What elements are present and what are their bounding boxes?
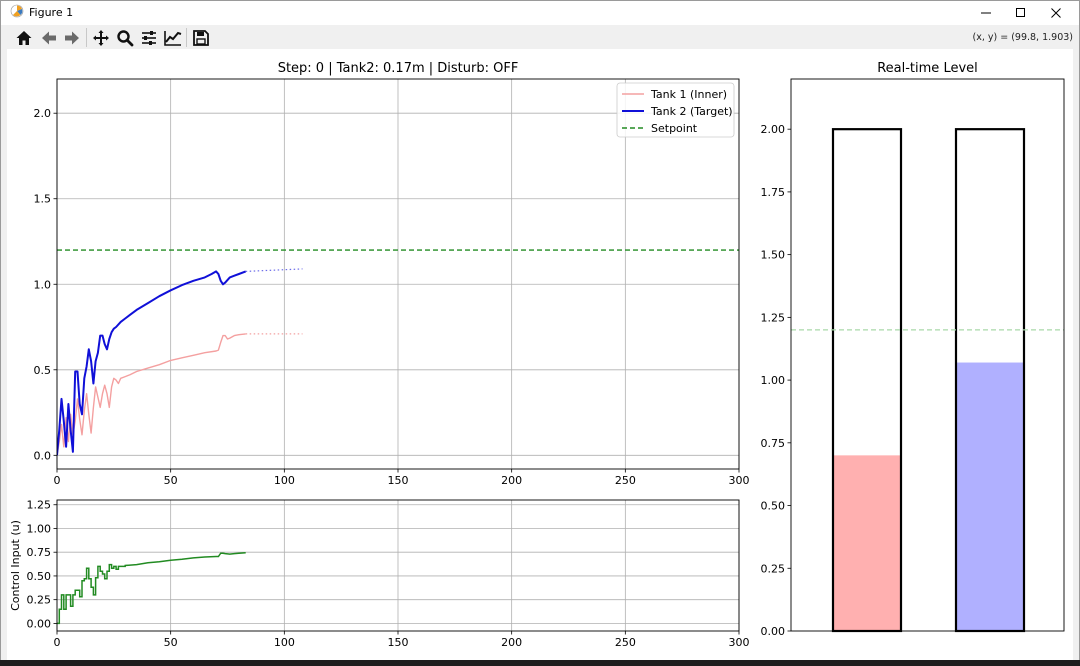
level-chart-ytick-label: 0.50 (761, 500, 786, 513)
control-chart-ytick-label: 0.50 (27, 570, 52, 583)
level-chart-title: Real-time Level (877, 61, 978, 76)
navigation-toolbar: (x, y) = (99.8, 1.903) (1, 25, 1079, 49)
level-chart-ytick-label: 0.75 (761, 437, 786, 450)
main-chart-axes (53, 79, 740, 473)
forward-button[interactable] (61, 27, 83, 49)
main-chart-ytick-label: 2.0 (34, 107, 52, 120)
line-chart-icon (164, 31, 182, 46)
main-chart-xtick-label: 300 (729, 474, 750, 487)
matplotlib-app-icon (10, 4, 24, 18)
level-chart-frame (790, 78, 1065, 632)
cursor-coordinates: (x, y) = (99.8, 1.903) (972, 32, 1074, 43)
edit-axis-button[interactable] (162, 27, 184, 49)
level-chart-ytick-label: 0.00 (761, 625, 786, 638)
back-button[interactable] (38, 27, 60, 49)
toolbar-separator (186, 28, 187, 47)
minimize-button[interactable] (963, 1, 1009, 25)
toolbar-separator (86, 28, 87, 47)
main-chart-xtick-label: 200 (501, 474, 522, 487)
control-chart-xtick-label: 150 (388, 636, 409, 649)
control-chart-frame (56, 499, 740, 632)
title-bar[interactable]: Figure 1 (1, 1, 1079, 25)
tank2-line (57, 270, 247, 456)
close-icon (1051, 8, 1061, 18)
window-title: Figure 1 (29, 6, 74, 19)
main-chart-xtick-label: 250 (615, 474, 636, 487)
control-chart-xtick-label: 0 (54, 636, 61, 649)
control-chart-xtick-label: 50 (164, 636, 178, 649)
main-chart-ytick-label: 1.5 (34, 193, 52, 206)
control-chart-ytick-label: 1.00 (27, 522, 52, 535)
arrow-left-icon (42, 31, 56, 45)
home-icon (16, 31, 32, 45)
main-chart-xtick-label: 150 (388, 474, 409, 487)
control-chart-xtick-label: 100 (274, 636, 295, 649)
main-chart-title: Step: 0 | Tank2: 0.17m | Disturb: OFF (278, 61, 519, 76)
tank2-level-bar (956, 362, 1024, 631)
minimize-icon (981, 12, 991, 14)
magnifier-icon (117, 30, 134, 47)
main-chart-ytick-label: 0.5 (34, 364, 52, 377)
control-chart-ytick-label: 0.25 (27, 594, 52, 607)
maximize-button[interactable] (998, 1, 1044, 25)
control-chart-xtick-label: 300 (729, 636, 750, 649)
level-chart-ytick-label: 1.50 (761, 249, 786, 262)
close-button[interactable] (1033, 1, 1079, 25)
main-chart-ytick-label: 0.0 (34, 449, 52, 462)
save-button[interactable] (190, 27, 212, 49)
move-icon (93, 30, 109, 46)
legend-label: Setpoint (651, 122, 698, 135)
level-chart-ytick-label: 1.75 (761, 186, 786, 199)
floppy-disk-icon (193, 30, 209, 46)
level-chart-ytick-label: 1.25 (761, 311, 786, 324)
sliders-icon (142, 31, 156, 45)
home-button[interactable] (13, 27, 35, 49)
level-chart-ytick-label: 2.00 (761, 123, 786, 136)
control-chart-ytick-label: 0.75 (27, 546, 52, 559)
main-chart-legend (616, 82, 735, 138)
legend-label: Tank 2 (Target) (650, 105, 733, 118)
arrow-right-icon (65, 31, 79, 45)
pan-button[interactable] (90, 27, 112, 49)
main-chart-xtick-label: 50 (164, 474, 178, 487)
level-chart-ytick-label: 0.25 (761, 562, 786, 575)
tank2-forecast-line (245, 268, 303, 272)
control-input-line (57, 551, 246, 625)
control-chart-xtick-label: 250 (615, 636, 636, 649)
main-chart-xtick-label: 0 (54, 474, 61, 487)
control-chart-ytick-label: 1.25 (27, 499, 52, 512)
legend-label: Tank 1 (Inner) (650, 88, 727, 101)
control-chart-ylabel: Control Input (u) (9, 520, 22, 611)
maximize-icon (1016, 8, 1025, 17)
level-chart-ytick-label: 1.00 (761, 374, 786, 387)
zoom-button[interactable] (114, 27, 136, 49)
tank1-level-bar (833, 455, 901, 631)
background-terminal-strip (0, 660, 1080, 666)
control-chart-ytick-label: 0.00 (27, 617, 52, 630)
figure-canvas[interactable]: 0 50 100 150 200 250 300 0.0 0.5 1.0 1.5 2.0 Step: 0… (7, 49, 1073, 661)
main-chart-frame (56, 78, 740, 470)
tank1-line (57, 333, 246, 456)
control-chart-xtick-label: 200 (501, 636, 522, 649)
main-chart-xtick-label: 100 (274, 474, 295, 487)
main-chart-ytick-label: 1.0 (34, 278, 52, 291)
configure-subplots-button[interactable] (138, 27, 160, 49)
figure-svg[interactable]: 0 50 100 150 200 250 300 0.0 0.5 1.0 1.5 2.0 Step: 0… (7, 49, 1073, 661)
control-chart-axes (53, 500, 740, 635)
